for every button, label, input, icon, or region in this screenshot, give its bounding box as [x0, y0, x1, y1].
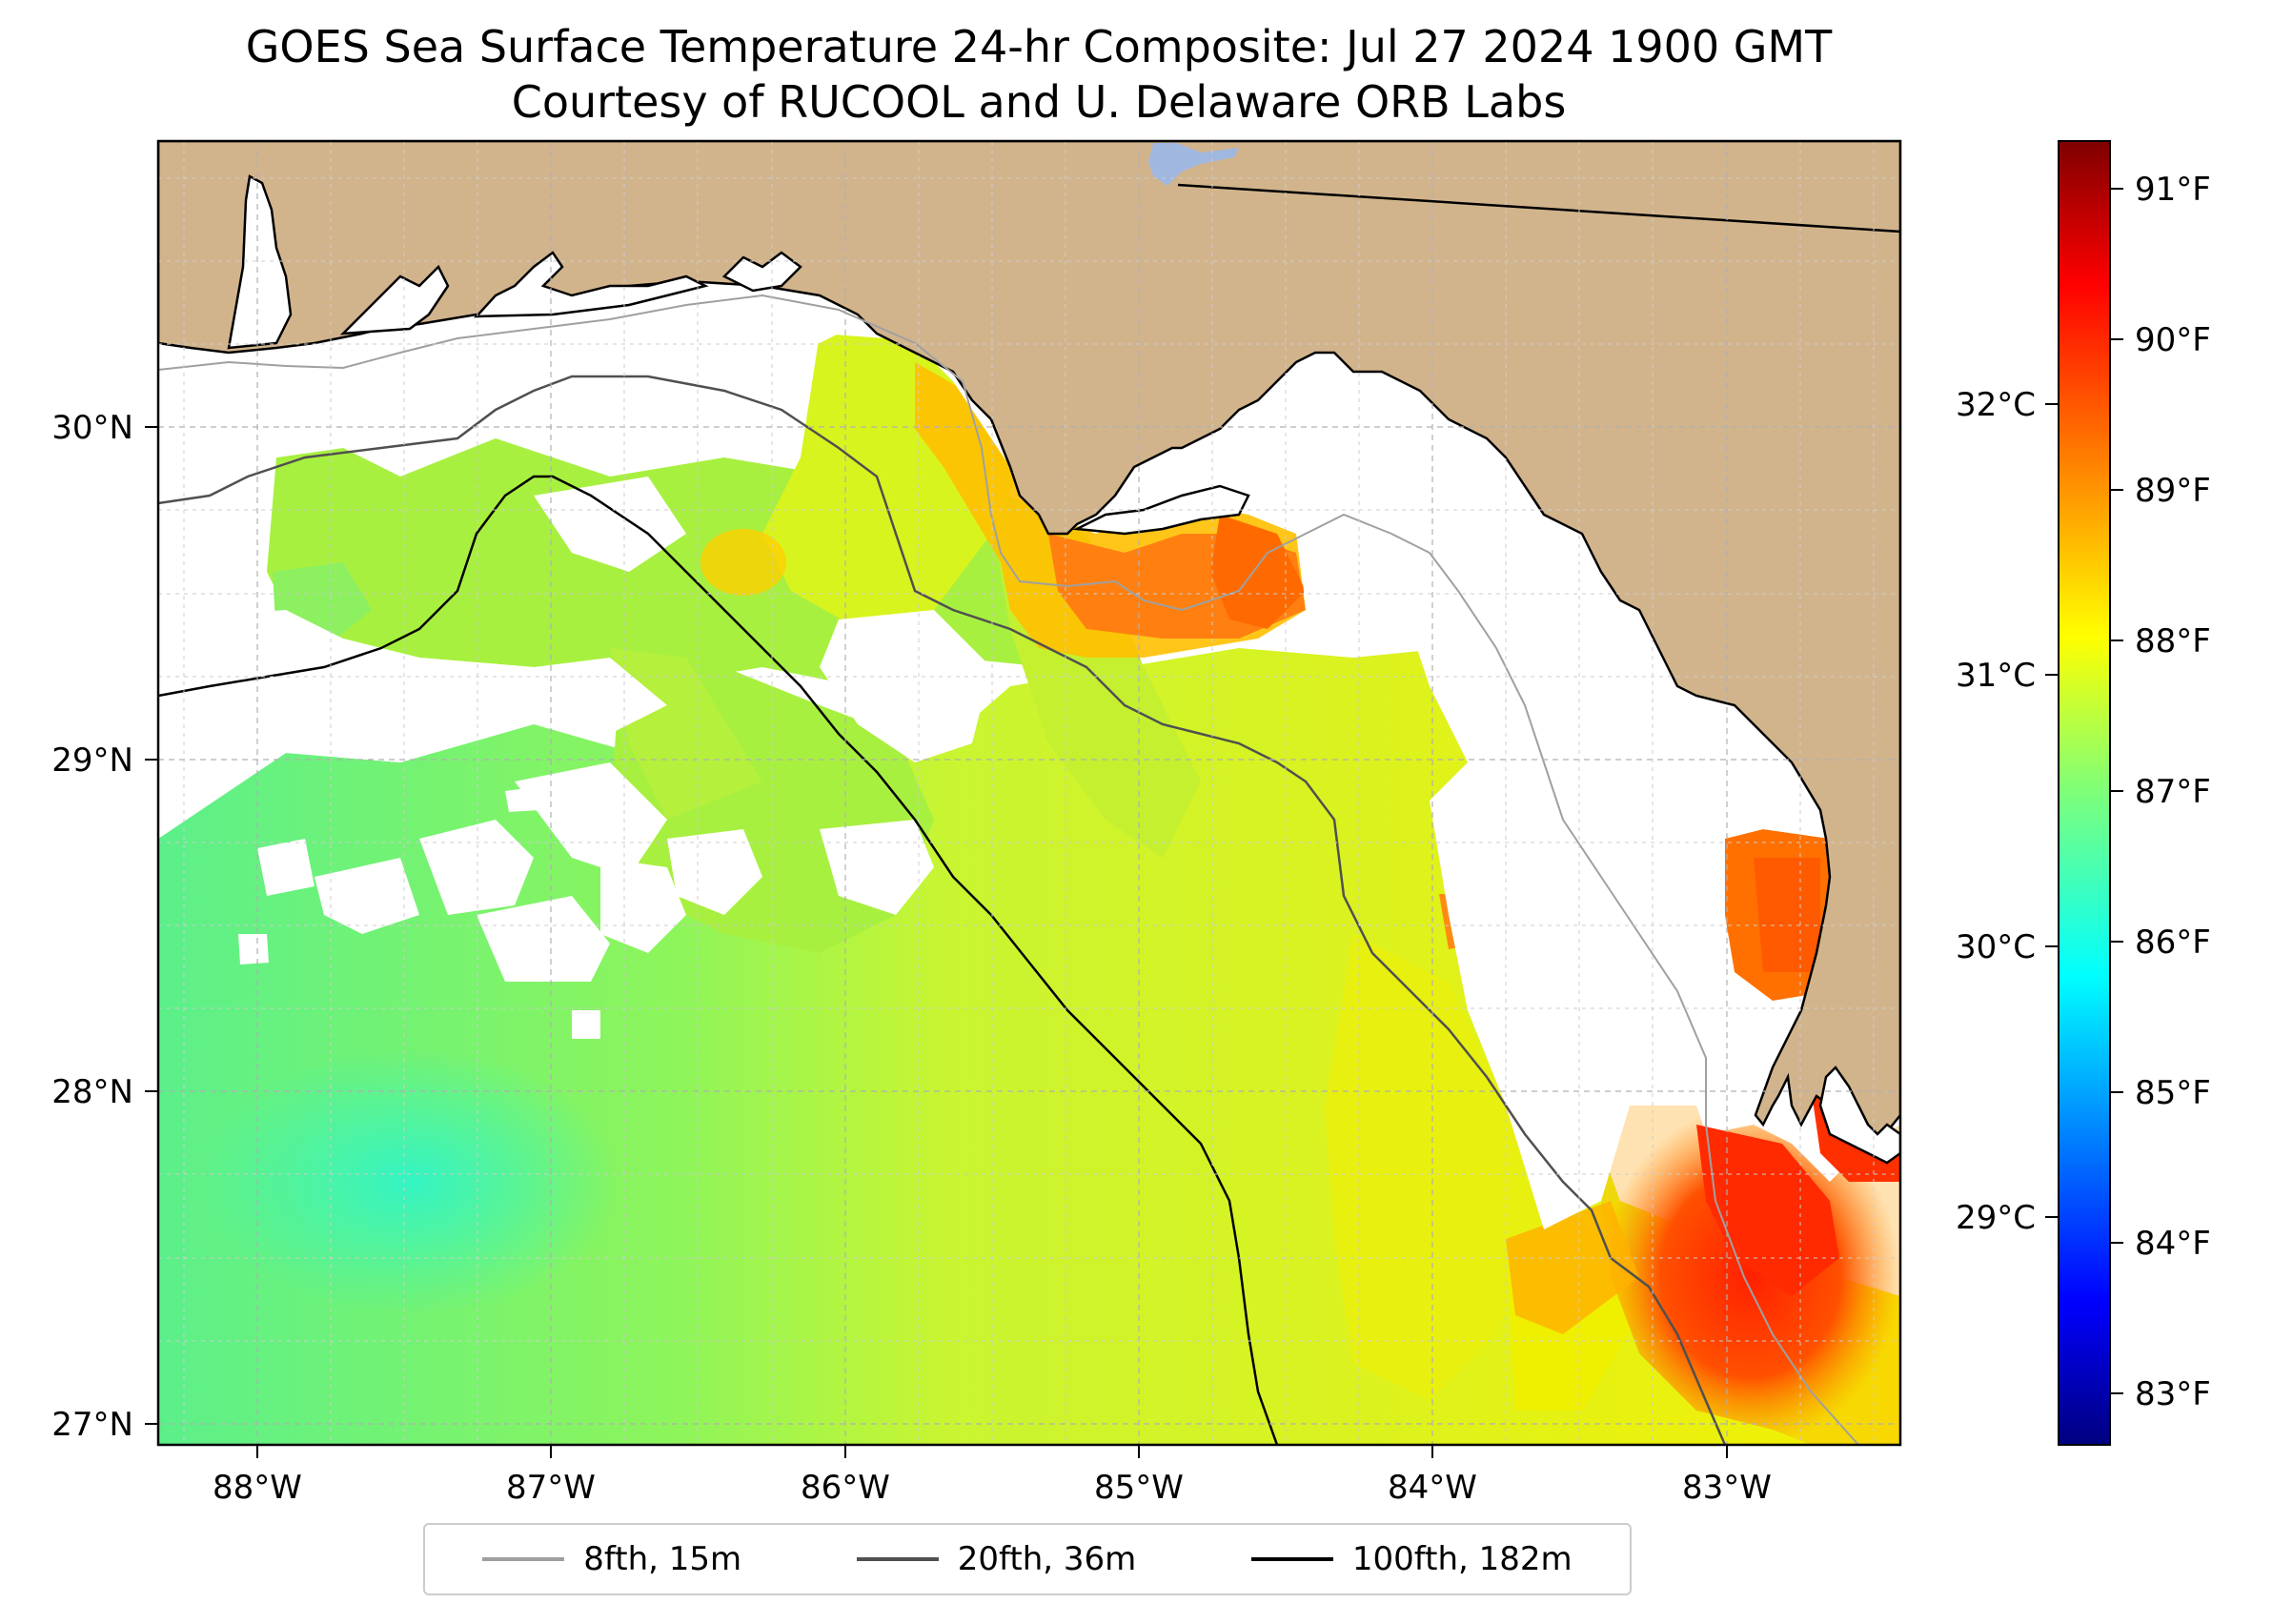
colorbar-c-tick: 32°C	[1956, 386, 2036, 424]
state-boundary	[1177, 183, 1900, 233]
legend-label: 8fth, 15m	[583, 1540, 742, 1578]
colorbar-f-tick: 88°F	[2135, 622, 2211, 660]
colorbar-f-tick: 89°F	[2135, 472, 2211, 510]
bay-pensacola	[339, 264, 450, 335]
legend-item-100fth: 100fth, 182m	[1250, 1540, 1573, 1578]
y-axis: 27°N 28°N 29°N 30°N	[51, 409, 158, 1444]
bay-choctawhatchee	[474, 251, 709, 318]
land	[158, 141, 1900, 1147]
isobath-legend: 8fth, 15m 20fth, 36m 100fth, 182m	[423, 1523, 1632, 1595]
title-line-2: Courtesy of RUCOOL and U. Delaware ORB L…	[511, 76, 1567, 128]
legend-swatch	[482, 1557, 565, 1561]
legend-item-8fth: 8fth, 15m	[482, 1540, 741, 1578]
colorbar-f-tick: 86°F	[2135, 924, 2211, 962]
y-tick-label: 29°N	[51, 741, 133, 780]
x-tick-label: 84°W	[1388, 1469, 1477, 1507]
title-line-1: GOES Sea Surface Temperature 24-hr Compo…	[245, 21, 1833, 72]
colorbar-c-tick: 31°C	[1956, 657, 2036, 695]
isobath-8fth	[158, 294, 1859, 1445]
x-tick-label: 87°W	[506, 1469, 596, 1507]
y-tick-label: 30°N	[51, 409, 133, 447]
map-panel	[158, 141, 1900, 1445]
colorbar: 83°F 84°F 85°F 86°F 87°F 88°F 89°F 90°F …	[1956, 140, 2211, 1446]
x-axis: 88°W 87°W 86°W 85°W 84°W 83°W	[213, 1445, 1772, 1507]
colorbar-gradient	[2058, 140, 2111, 1446]
colorbar-f-tick: 84°F	[2135, 1225, 2211, 1263]
x-tick-label: 86°W	[801, 1469, 890, 1507]
map-frame	[156, 139, 1902, 1447]
colorbar-f-tick: 90°F	[2135, 321, 2211, 359]
minor-gridlines	[158, 141, 1900, 1445]
bay-mobile	[227, 174, 293, 350]
isobath-100fth	[158, 475, 1279, 1445]
legend-label: 100fth, 182m	[1351, 1540, 1573, 1578]
x-tick-label: 83°W	[1682, 1469, 1772, 1507]
y-tick-label: 28°N	[51, 1073, 133, 1111]
colorbar-c-tick: 29°C	[1956, 1199, 2036, 1237]
x-tick-label: 85°W	[1094, 1469, 1184, 1507]
colorbar-f-tick: 91°F	[2135, 171, 2211, 209]
isobath-20fth	[158, 375, 1727, 1445]
colorbar-f-tick: 83°F	[2135, 1375, 2211, 1413]
colorbar-c-tick: 30°C	[1956, 928, 2036, 966]
x-tick-label: 88°W	[213, 1469, 302, 1507]
lake	[1148, 143, 1239, 186]
legend-item-20fth: 20fth, 36m	[856, 1540, 1137, 1578]
legend-swatch	[856, 1557, 939, 1561]
colorbar-f-tick: 87°F	[2135, 773, 2211, 811]
colorbar-f-tick: 85°F	[2135, 1074, 2211, 1112]
legend-swatch	[1250, 1557, 1333, 1561]
bay-st-andrew	[721, 251, 802, 293]
y-tick-label: 27°N	[51, 1406, 133, 1444]
legend-label: 20fth, 36m	[957, 1540, 1137, 1578]
gridlines	[158, 141, 1900, 1445]
